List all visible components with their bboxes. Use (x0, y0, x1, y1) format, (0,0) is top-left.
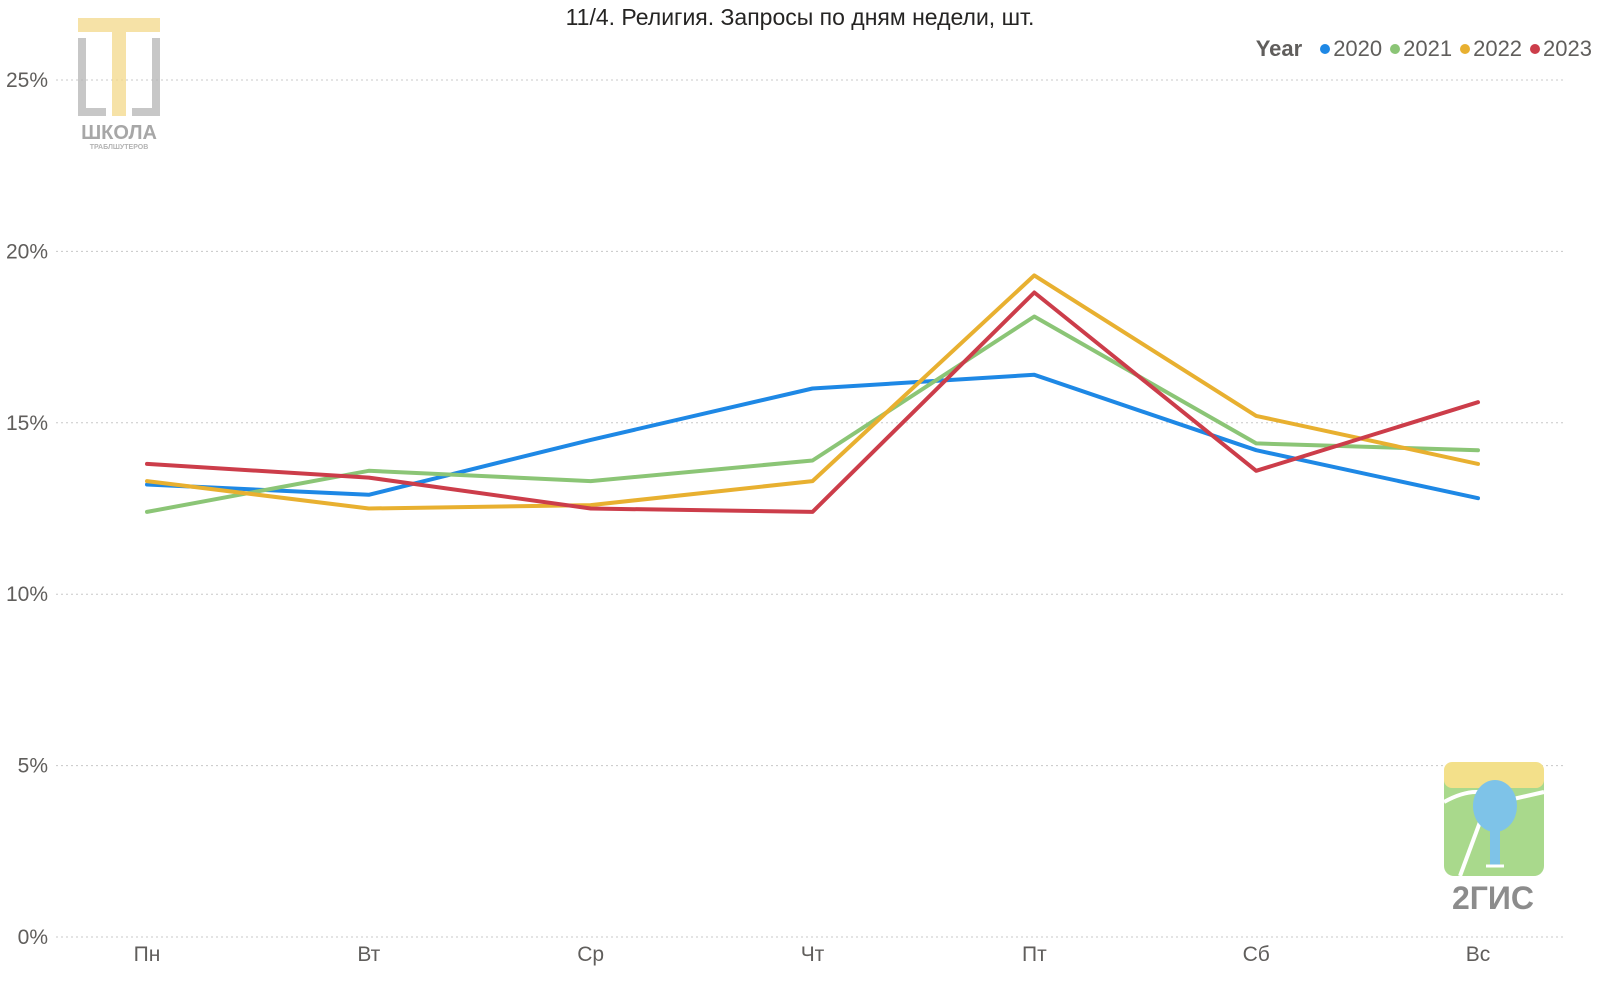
legend-item-2020[interactable]: 2020 (1320, 36, 1382, 62)
series-line-2023[interactable] (145, 290, 1480, 514)
legend-title: Year (1255, 36, 1303, 61)
x-axis: Пн Вт Ср Чт Пт Сб Вс (134, 943, 1491, 966)
y-tick-label: 25% (6, 69, 48, 92)
legend-label: 2023 (1543, 36, 1592, 61)
school-logo-subtext: ТРАБЛШУТЕРОВ (89, 144, 149, 151)
legend-dot-icon (1320, 44, 1331, 54)
grid-lines (56, 79, 1566, 938)
x-tick-label: Пн (134, 943, 161, 966)
school-logo-text: ШКОЛА (81, 122, 157, 144)
school-logo-icon (78, 18, 160, 116)
chart-title: 11/4. Религия. Запросы по дням недели, ш… (565, 4, 1035, 30)
x-tick-label: Ср (577, 943, 604, 966)
legend-dot-icon (1460, 44, 1471, 54)
2gis-logo-text: 2ГИС (1451, 880, 1535, 916)
x-tick-label: Сб (1243, 943, 1270, 966)
x-tick-label: Вт (357, 943, 380, 966)
y-tick-label: 20% (6, 240, 48, 263)
legend-label: 2020 (1333, 36, 1383, 61)
x-tick-label: Чт (801, 943, 825, 966)
legend-label: 2021 (1403, 36, 1453, 61)
y-axis: 0% 5% 10% 15% 20% 25% (6, 69, 48, 949)
legend-item-2023[interactable]: 2023 (1530, 36, 1592, 62)
2gis-logo-icon (1443, 762, 1545, 877)
series-line-2020[interactable] (145, 372, 1480, 501)
2gis-logo: 2ГИС (1440, 762, 1546, 922)
y-tick-label: 5% (18, 755, 48, 778)
school-logo: ШКОЛА ТРАБЛШУТЕРОВ (78, 18, 160, 154)
legend-dot-icon (1390, 44, 1401, 54)
legend-item-2022[interactable]: 2022 (1460, 36, 1522, 62)
series-line-2021[interactable] (145, 314, 1480, 514)
legend-items: 2020 2021 2022 2023 (1312, 36, 1592, 62)
series-lines (145, 273, 1480, 514)
y-tick-label: 15% (6, 412, 48, 435)
legend: Year 2020 2021 2022 2023 (1256, 36, 1592, 62)
x-tick-label: Вс (1466, 943, 1491, 966)
x-tick-label: Пт (1022, 943, 1047, 966)
legend-dot-icon (1530, 44, 1541, 54)
y-tick-label: 0% (18, 926, 48, 949)
legend-label: 2022 (1473, 36, 1523, 61)
series-line-2022[interactable] (145, 273, 1480, 511)
y-tick-label: 10% (6, 583, 48, 606)
legend-item-2021[interactable]: 2021 (1390, 36, 1452, 62)
